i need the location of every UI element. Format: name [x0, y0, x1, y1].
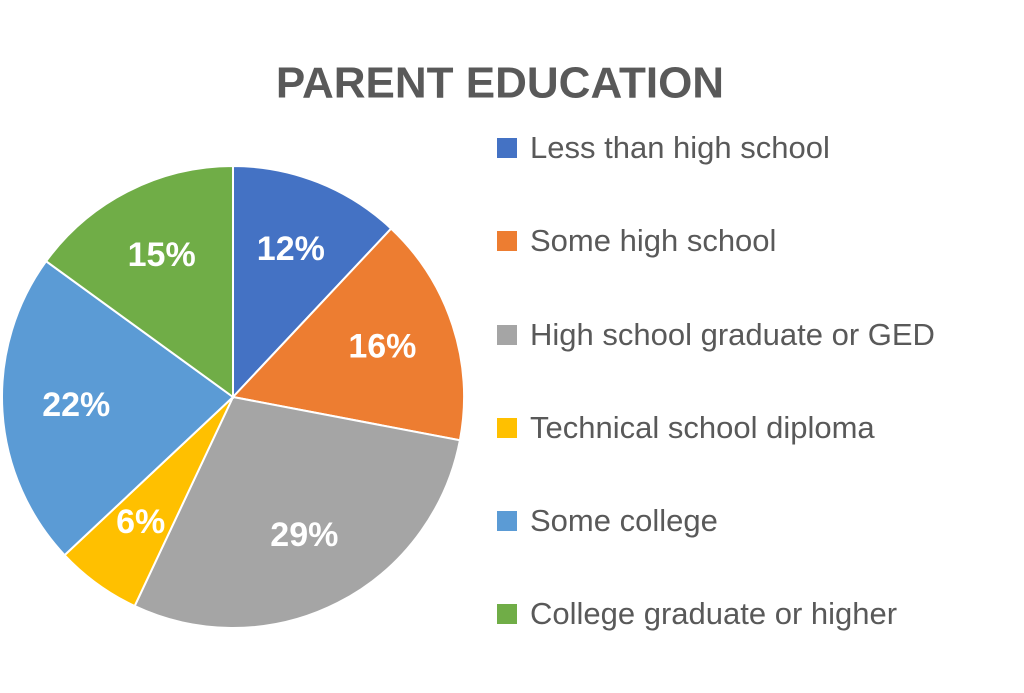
legend-swatch [497, 231, 517, 251]
pie-slice [44, 164, 234, 399]
chart-title: PARENT EDUCATION [276, 59, 724, 108]
pie-slice [133, 395, 462, 629]
legend-label: Technical school diploma [530, 410, 875, 445]
data-label: 6% [116, 503, 165, 541]
data-label: 15% [128, 236, 196, 274]
legend-item: Some college [497, 499, 997, 543]
legend-label: Some college [530, 503, 718, 538]
legend-swatch [497, 325, 517, 345]
legend-label: Less than high school [530, 130, 830, 165]
legend-label: College graduate or higher [530, 596, 898, 631]
legend-label: Some high school [530, 223, 777, 258]
legend-item: College graduate or higher [497, 592, 997, 636]
pie-slice [231, 227, 465, 442]
legend-label: High school graduate or GED [530, 317, 935, 352]
data-label: 16% [348, 327, 416, 365]
legend-item: Technical school diploma [497, 406, 997, 450]
data-label: 22% [42, 386, 110, 424]
legend-swatch [497, 511, 517, 531]
legend-item: High school graduate or GED [497, 313, 997, 357]
pie-slice [232, 164, 393, 400]
data-label: 12% [257, 230, 325, 268]
legend-swatch [497, 418, 517, 438]
pie-slice [1, 259, 235, 557]
legend-item: Some high school [497, 219, 997, 263]
legend-item: Less than high school [497, 126, 997, 170]
legend-swatch [497, 138, 517, 158]
data-label: 29% [270, 516, 338, 554]
legend-swatch [497, 604, 517, 624]
